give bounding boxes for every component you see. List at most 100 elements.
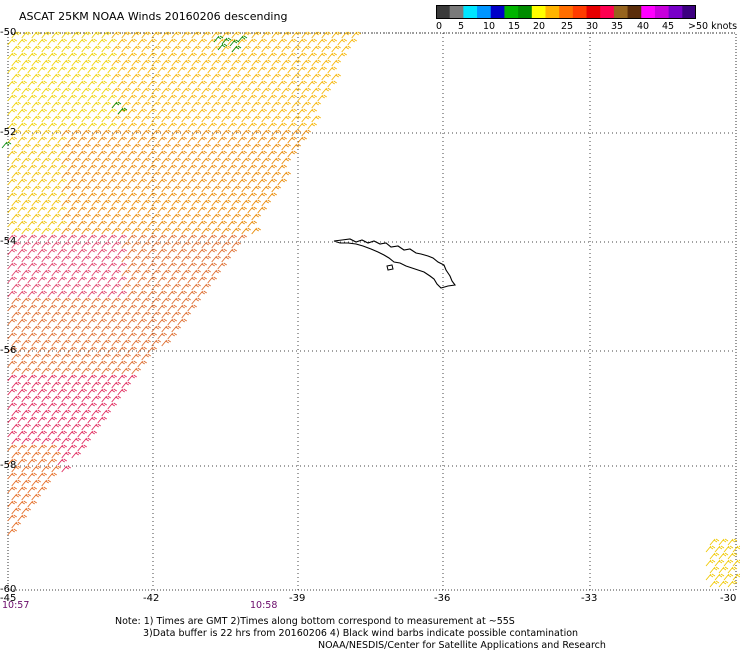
wind-barb	[91, 269, 101, 277]
wind-barb	[47, 416, 57, 424]
wind-barb	[121, 297, 131, 305]
wind-barb	[147, 52, 157, 60]
wind-barb	[181, 213, 191, 221]
wind-barb	[11, 31, 21, 39]
wind-barb	[171, 31, 181, 39]
wind-barb	[201, 227, 211, 235]
wind-barb	[101, 199, 111, 207]
wind-barb	[301, 129, 311, 137]
wind-barb	[61, 115, 71, 123]
wind-barb	[121, 143, 131, 151]
wind-barb	[151, 227, 161, 235]
wind-barb	[117, 346, 127, 354]
wind-barb	[97, 66, 107, 74]
wind-barb	[7, 514, 17, 522]
wind-barb	[247, 94, 257, 102]
wind-barb	[167, 248, 177, 256]
wind-barb	[231, 115, 241, 123]
wind-barb	[171, 101, 181, 109]
wind-barb	[7, 472, 17, 480]
wind-barb	[87, 388, 97, 396]
wind-barb	[117, 276, 127, 284]
wind-barb	[147, 206, 157, 214]
wind-barb	[201, 87, 211, 95]
wind-barb	[137, 108, 147, 116]
lat-label: -52	[0, 127, 17, 138]
wind-barb	[77, 304, 87, 312]
wind-barb	[87, 150, 97, 158]
colorbar-swatch	[613, 5, 629, 19]
wind-barb	[27, 290, 37, 298]
wind-barb	[61, 269, 71, 277]
wind-barb	[237, 94, 247, 102]
wind-barb	[301, 101, 311, 109]
wind-barb	[191, 199, 201, 207]
wind-barb	[101, 269, 111, 277]
wind-barb	[257, 206, 267, 214]
wind-barb	[17, 80, 27, 88]
wind-barb	[177, 108, 187, 116]
wind-barb	[51, 213, 61, 221]
wind-barb	[31, 157, 41, 165]
wind-barb	[81, 367, 91, 375]
wind-barb	[141, 269, 151, 277]
wind-barb	[27, 402, 37, 410]
wind-barb	[111, 129, 121, 137]
wind-barb	[71, 339, 81, 347]
wind-barb	[167, 94, 177, 102]
wind-barb	[87, 402, 97, 410]
wind-barb	[201, 115, 211, 123]
wind-barb	[221, 129, 231, 137]
wind-barb	[111, 395, 121, 403]
wind-barb	[237, 38, 247, 46]
colorbar-label: 35	[611, 21, 624, 32]
wind-barb	[187, 304, 197, 312]
wind-barb	[207, 164, 217, 172]
wind-barb	[271, 45, 281, 53]
wind-barb	[7, 52, 17, 60]
wind-barb	[181, 283, 191, 291]
wind-barb	[37, 402, 47, 410]
wind-barb	[127, 206, 137, 214]
wind-barb	[127, 332, 137, 340]
wind-barb	[141, 171, 151, 179]
wind-barb	[714, 559, 725, 567]
wind-barb	[37, 248, 47, 256]
wind-barb	[27, 52, 37, 60]
wind-barb	[157, 52, 167, 60]
wind-barb	[101, 283, 111, 291]
wind-barb	[191, 185, 201, 193]
wind-barb	[81, 423, 91, 431]
wind-barb	[61, 255, 71, 263]
wind-barb	[261, 59, 271, 67]
wind-barb	[221, 45, 231, 53]
wind-barb	[311, 59, 321, 67]
wind-barb	[141, 325, 151, 333]
wind-barb	[87, 318, 97, 326]
wind-barb	[31, 297, 41, 305]
wind-barb	[81, 241, 91, 249]
wind-barb	[91, 45, 101, 53]
wind-barb	[51, 437, 61, 445]
wind-barb	[21, 185, 31, 193]
wind-barb	[17, 206, 27, 214]
wind-barb	[47, 444, 57, 452]
lon-label: -36	[434, 593, 451, 604]
wind-barb	[291, 129, 301, 137]
wind-barb	[197, 66, 207, 74]
wind-barb	[171, 171, 181, 179]
wind-barb	[17, 374, 27, 382]
wind-barb	[127, 66, 137, 74]
wind-barb	[31, 213, 41, 221]
wind-barb	[137, 290, 147, 298]
wind-barb	[61, 437, 71, 445]
wind-barb	[87, 220, 97, 228]
colorbar-swatch	[654, 5, 670, 19]
wind-barb	[11, 367, 21, 375]
wind-barb	[41, 269, 51, 277]
wind-barb	[91, 31, 101, 39]
wind-barb	[347, 38, 357, 46]
wind-barb	[107, 318, 117, 326]
wind-barb	[251, 129, 261, 137]
wind-barb	[51, 87, 61, 95]
